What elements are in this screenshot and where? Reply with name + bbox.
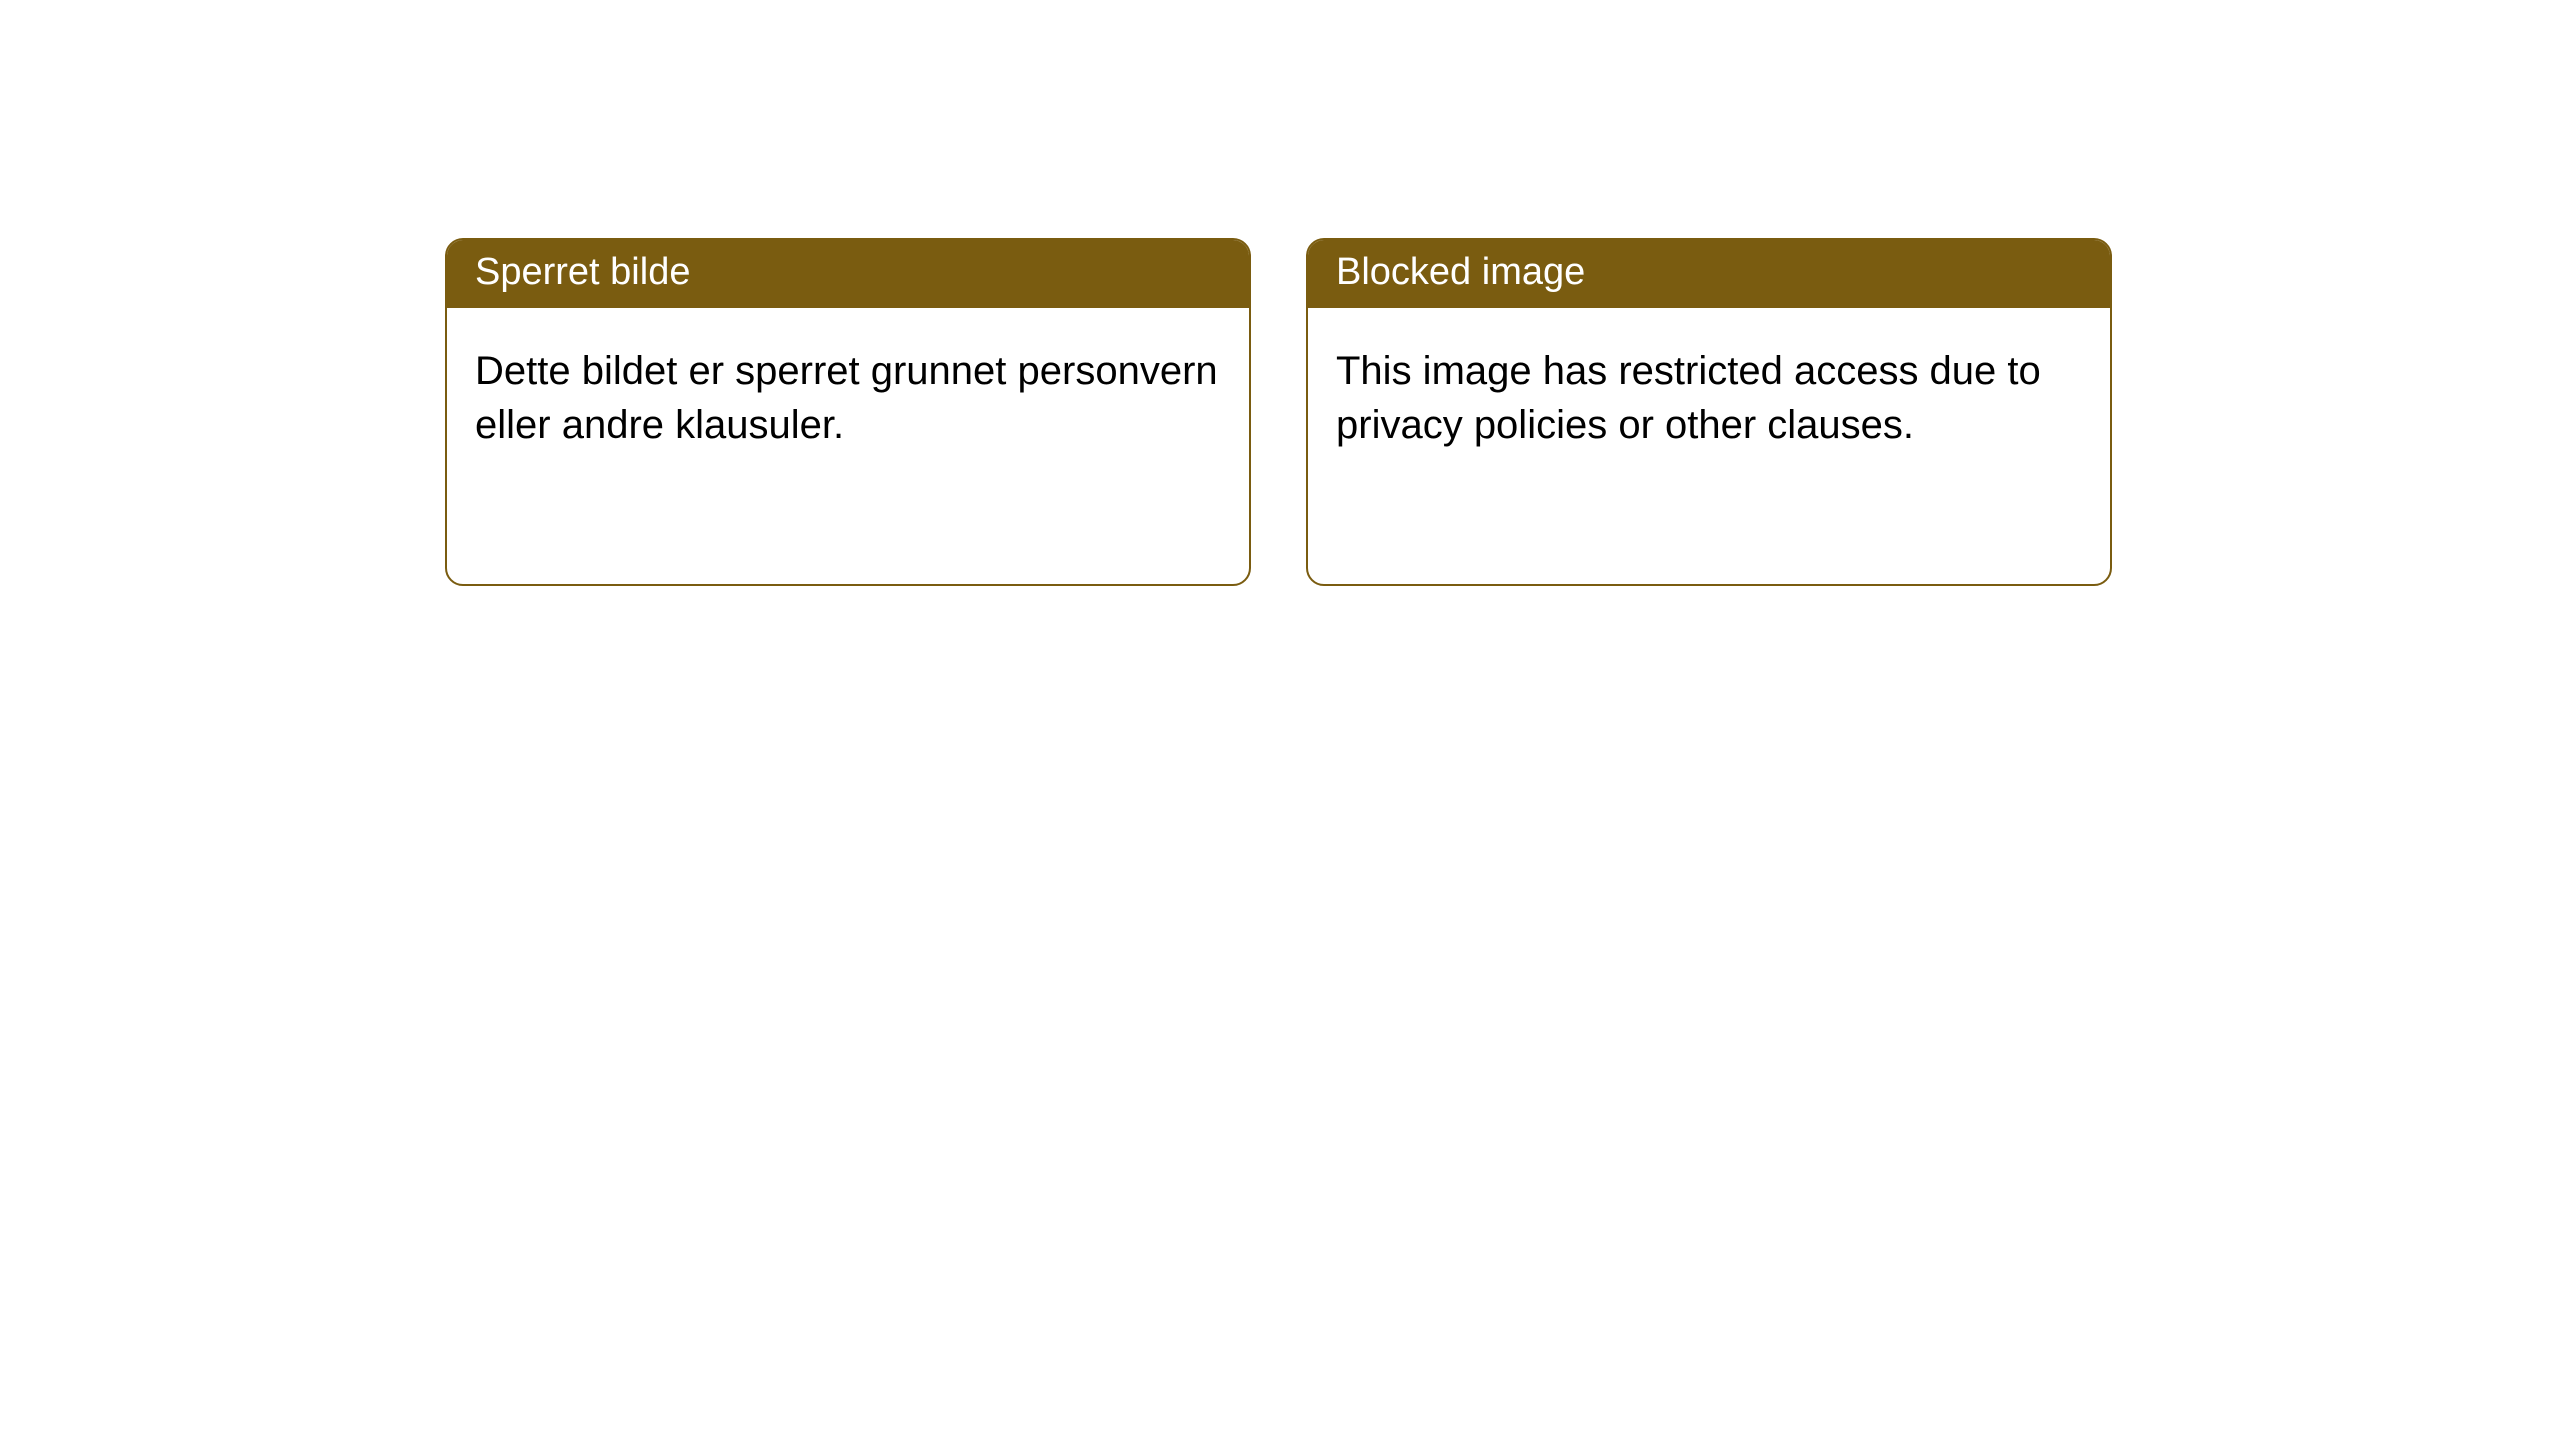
notice-title-norwegian: Sperret bilde — [447, 240, 1249, 308]
notice-card-norwegian: Sperret bilde Dette bildet er sperret gr… — [445, 238, 1251, 586]
notice-body-english: This image has restricted access due to … — [1308, 308, 2110, 480]
notice-title-english: Blocked image — [1308, 240, 2110, 308]
notice-body-norwegian: Dette bildet er sperret grunnet personve… — [447, 308, 1249, 480]
notice-card-english: Blocked image This image has restricted … — [1306, 238, 2112, 586]
notice-container: Sperret bilde Dette bildet er sperret gr… — [0, 0, 2560, 586]
